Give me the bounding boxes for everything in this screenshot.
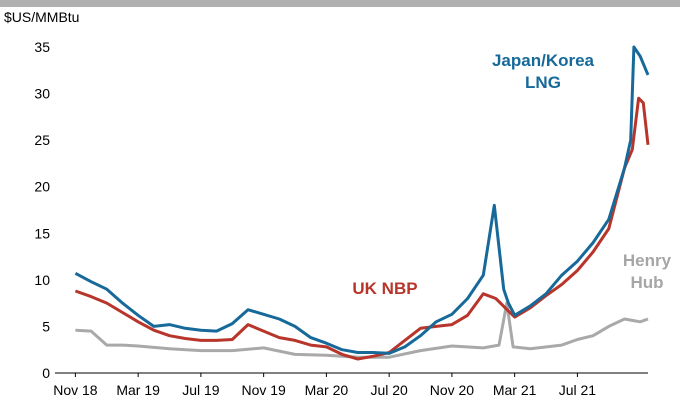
y-tick-label: 0 (42, 365, 50, 381)
series-line (74, 45, 650, 355)
series-line (75, 301, 649, 359)
x-tick-label: Nov 18 (53, 382, 98, 398)
y-tick-label: 30 (34, 86, 50, 102)
y-tick-label: 25 (34, 132, 50, 148)
y-tick-label: 35 (34, 39, 50, 55)
series-label: Japan/Korea LNG (491, 51, 595, 92)
x-tick-label: Jul 21 (559, 382, 597, 398)
x-tick-label: Mar 21 (493, 382, 537, 398)
x-tick-label: Nov 20 (430, 382, 475, 398)
y-tick-label: 15 (34, 225, 50, 241)
x-tick-label: Mar 20 (305, 382, 349, 398)
x-tick-label: Nov 19 (241, 382, 286, 398)
series-line (74, 96, 650, 361)
y-tick-label: 10 (34, 272, 50, 288)
x-tick-label: Jul 19 (182, 382, 220, 398)
series-label: Henry Hub (622, 251, 672, 292)
y-tick-label: 5 (42, 318, 50, 334)
series-label: UK NBP (352, 279, 418, 298)
y-axis-label: $US/MMBtu (4, 9, 79, 25)
y-tick-label: 20 (34, 179, 50, 195)
x-tick-label: Jul 20 (370, 382, 408, 398)
x-tick-label: Mar 19 (116, 382, 160, 398)
top-bar (0, 0, 680, 7)
